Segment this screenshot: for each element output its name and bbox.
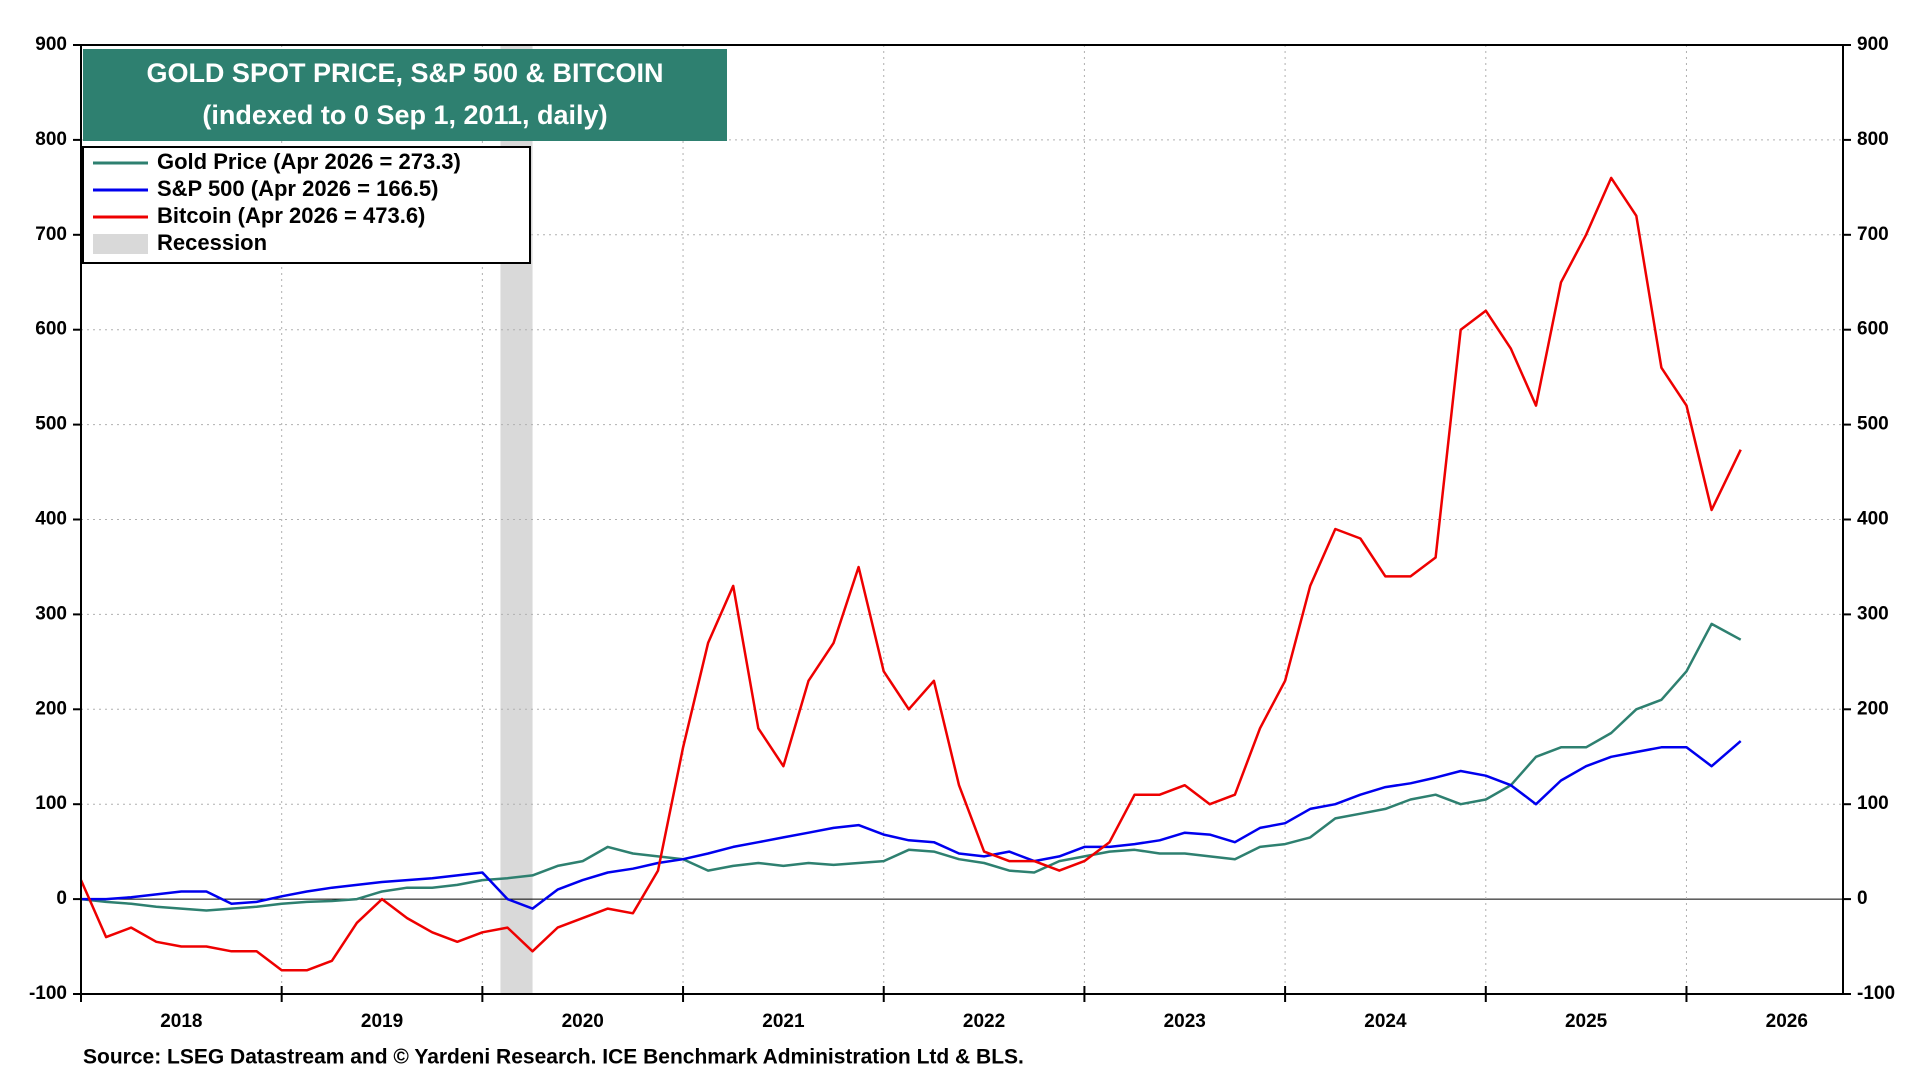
- x-tick-label: 2020: [562, 1011, 604, 1032]
- legend-swatch: [93, 234, 148, 254]
- x-tick-label: 2022: [963, 1011, 1005, 1032]
- y-tick-label: 100: [35, 793, 67, 814]
- y-tick-label: 700: [35, 224, 67, 245]
- x-tick-label: 2019: [361, 1011, 403, 1032]
- y2-tick-label: 900: [1857, 34, 1889, 55]
- chart-title: GOLD SPOT PRICE, S&P 500 & BITCOIN: [146, 58, 663, 88]
- source-note: Source: LSEG Datastream and © Yardeni Re…: [83, 1046, 1024, 1069]
- x-tick-label: 2026: [1766, 1011, 1808, 1032]
- series-line: [81, 740, 1742, 910]
- y2-tick-label: 500: [1857, 414, 1889, 435]
- legend: [82, 146, 531, 264]
- plot-frame: [80, 44, 1844, 995]
- legend-label: Gold Price (Apr 2026 = 273.3): [157, 149, 461, 174]
- y-tick-label: 900: [35, 34, 67, 55]
- y-tick-label: 0: [56, 888, 67, 909]
- x-tick-label: 2024: [1364, 1011, 1407, 1032]
- y2-tick-label: 600: [1857, 319, 1889, 340]
- x-tick-label: 2018: [160, 1011, 202, 1032]
- legend-items: Gold Price (Apr 2026 = 273.3)S&P 500 (Ap…: [93, 149, 461, 255]
- y-tick-label: -100: [29, 983, 67, 1004]
- y-tick-label: 500: [35, 414, 67, 435]
- x-tick-label: 2025: [1565, 1011, 1608, 1032]
- y-tick-label: 600: [35, 319, 67, 340]
- series-line: [80, 622, 1742, 912]
- y2-tick-label: -100: [1857, 983, 1895, 1004]
- legend-label: Recession: [157, 230, 267, 255]
- title-box: [83, 49, 727, 141]
- y2-tick-label: 800: [1857, 129, 1889, 150]
- y2-tick-label: 300: [1857, 603, 1889, 624]
- y2-tick-label: 400: [1857, 509, 1889, 530]
- legend-label: S&P 500 (Apr 2026 = 166.5): [157, 176, 439, 201]
- x-tick-label: 2021: [762, 1011, 805, 1032]
- x-tick-label: 2023: [1164, 1011, 1206, 1032]
- y2-tick-label: 100: [1857, 793, 1889, 814]
- y-tick-label: 300: [35, 603, 67, 624]
- y-tick-label: 800: [35, 129, 67, 150]
- y-tick-label: 400: [35, 509, 67, 530]
- legend-label: Bitcoin (Apr 2026 = 473.6): [157, 203, 425, 228]
- y2-tick-label: 200: [1857, 698, 1889, 719]
- series-line: [79, 176, 1742, 972]
- y2-tick-label: 700: [1857, 224, 1889, 245]
- chart-subtitle: (indexed to 0 Sep 1, 2011, daily): [202, 100, 607, 130]
- y2-tick-label: 0: [1857, 888, 1868, 909]
- y-tick-label: 200: [35, 698, 67, 719]
